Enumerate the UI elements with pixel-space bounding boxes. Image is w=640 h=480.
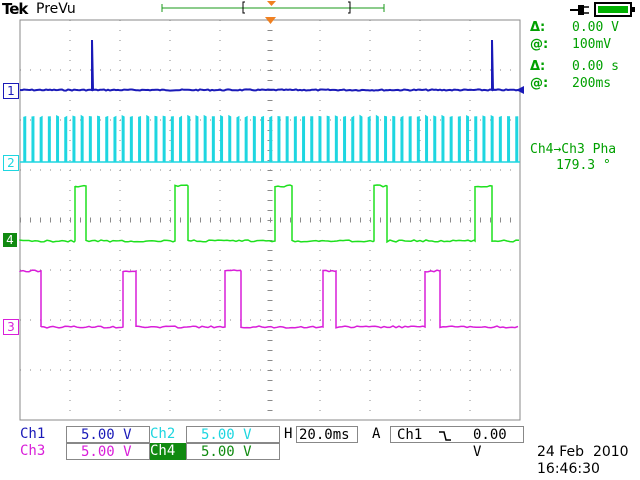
voltage-cursor-delta: Δ: 0.00 V [530,20,619,35]
voltage-delta-value: 0.00 V [572,20,619,35]
falling-edge-icon [439,431,451,441]
delta-label: Δ: [530,20,546,35]
record-view-indicator [161,1,385,14]
ac-plug-icon [570,5,589,15]
ch4-ground-marker[interactable]: 4 [3,233,17,247]
time-at-value: 200ms [572,76,612,91]
ch3-label[interactable]: Ch3 [20,443,46,459]
status-bar: Tek PreVu [0,0,640,20]
brand-logo: Tek [2,0,28,18]
ch4-trace [19,184,520,244]
ch1-label[interactable]: Ch1 [20,426,46,442]
ch3-scale[interactable]: 5.00 V [66,443,150,460]
measurement-value: 179.3 ° [556,158,611,173]
timebase-prefix: H [284,426,293,442]
ch1-trigger-level-icon [516,86,524,94]
time-cursor-position: @: 200ms [530,76,611,91]
time-cursor-delta: Δ: 0.00 s [530,59,619,74]
trigger-time-marker [265,17,276,24]
ch3-trace [19,269,519,329]
acquisition-mode: PreVu [36,1,76,17]
ch3-ground-marker[interactable]: 3 [3,319,19,335]
ch1-ground-marker[interactable]: 1 [3,83,19,99]
battery-icon [594,2,635,17]
ch4-scale[interactable]: 5.00 V [186,443,280,460]
ch4-label[interactable]: Ch4 [150,443,186,460]
at-label: @: [530,76,549,91]
time-readout: 16:46:30 [537,461,600,477]
ch2-ground-marker[interactable]: 2 [3,155,19,171]
trigger-readout[interactable]: Ch1 0.00 V [390,426,524,460]
trigger-position-icon [267,1,276,6]
ch2-scale[interactable]: 5.00 V [186,426,280,443]
date-readout: 24 Feb 2010 [537,444,629,460]
graticule [19,19,521,421]
trigger-source: Ch1 [397,427,423,443]
at-label: @: [530,37,549,52]
ch2-label[interactable]: Ch2 [150,426,176,442]
ch1-trace [19,39,521,92]
ch2-trace [20,114,520,163]
ch1-scale[interactable]: 5.00 V [66,426,150,443]
timebase-value[interactable]: 20.0ms [296,426,358,443]
time-delta-value: 0.00 s [572,59,619,74]
delta-label: Δ: [530,59,546,74]
voltage-at-value: 100mV [572,37,612,52]
voltage-cursor-position: @: 100mV [530,37,611,52]
measurement-label: Ch4→Ch3 Pha [530,142,617,157]
trigger-level: 0.00 V [473,427,507,460]
trigger-mode: A [372,426,381,442]
